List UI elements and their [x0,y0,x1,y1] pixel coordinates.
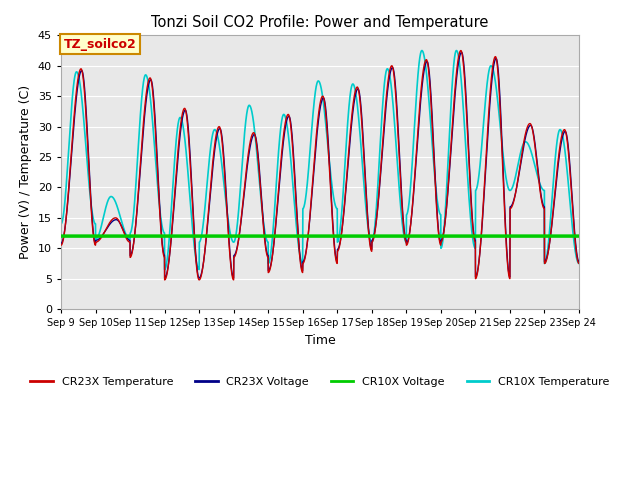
Title: Tonzi Soil CO2 Profile: Power and Temperature: Tonzi Soil CO2 Profile: Power and Temper… [151,15,489,30]
Text: TZ_soilco2: TZ_soilco2 [63,37,136,51]
Legend: CR23X Temperature, CR23X Voltage, CR10X Voltage, CR10X Temperature: CR23X Temperature, CR23X Voltage, CR10X … [26,372,614,391]
X-axis label: Time: Time [305,334,335,347]
Y-axis label: Power (V) / Temperature (C): Power (V) / Temperature (C) [19,85,32,259]
